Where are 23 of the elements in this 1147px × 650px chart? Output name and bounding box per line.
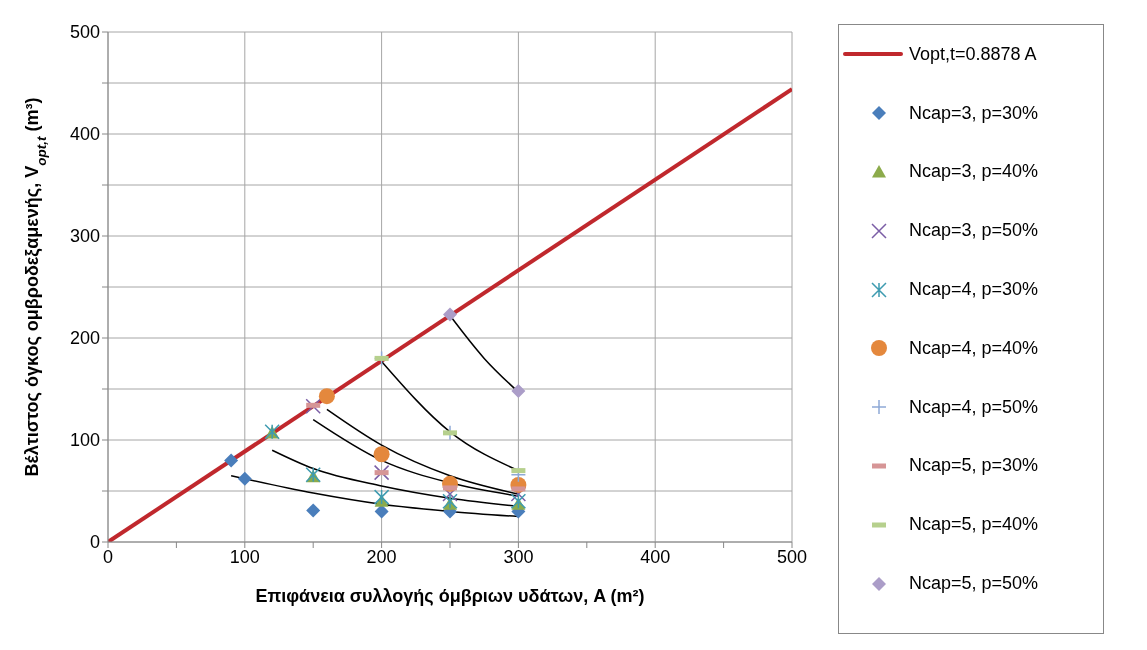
x-tick-label: 200	[366, 546, 397, 567]
x-tick-label: 400	[640, 546, 671, 567]
x-tick-label: 500	[776, 546, 808, 567]
y-tick-label: 500	[69, 22, 100, 43]
legend-label: Ncap=3, p=40%	[909, 161, 1039, 183]
x-axis-title: Επιφάνεια συλλογής όμβριων υδάτων, A (m²)	[255, 586, 645, 606]
x-tick-label: 300	[503, 546, 534, 567]
legend-label: Ncap=3, p=50%	[909, 220, 1039, 242]
legend-label: Ncap=5, p=40%	[909, 514, 1039, 536]
legend-label: Ncap=4, p=40%	[909, 337, 1039, 359]
legend-label: Ncap=5, p=50%	[909, 573, 1039, 595]
legend-label: Ncap=4, p=50%	[909, 396, 1039, 418]
y-tick-label: 100	[69, 430, 100, 451]
y-tick-label: 300	[69, 226, 100, 247]
legend-label: Ncap=4, p=30%	[909, 279, 1039, 301]
y-tick-label: 0	[89, 532, 100, 553]
legend-label: Ncap=5, p=30%	[909, 455, 1039, 477]
legend-label: Vopt,t=0.8878 A	[909, 43, 1037, 65]
legend-label: Ncap=3, p=30%	[909, 102, 1039, 124]
x-tick-label: 100	[229, 546, 260, 567]
y-tick-label: 200	[69, 328, 100, 349]
y-tick-label: 400	[69, 124, 100, 145]
x-tick-label: 0	[102, 546, 114, 567]
